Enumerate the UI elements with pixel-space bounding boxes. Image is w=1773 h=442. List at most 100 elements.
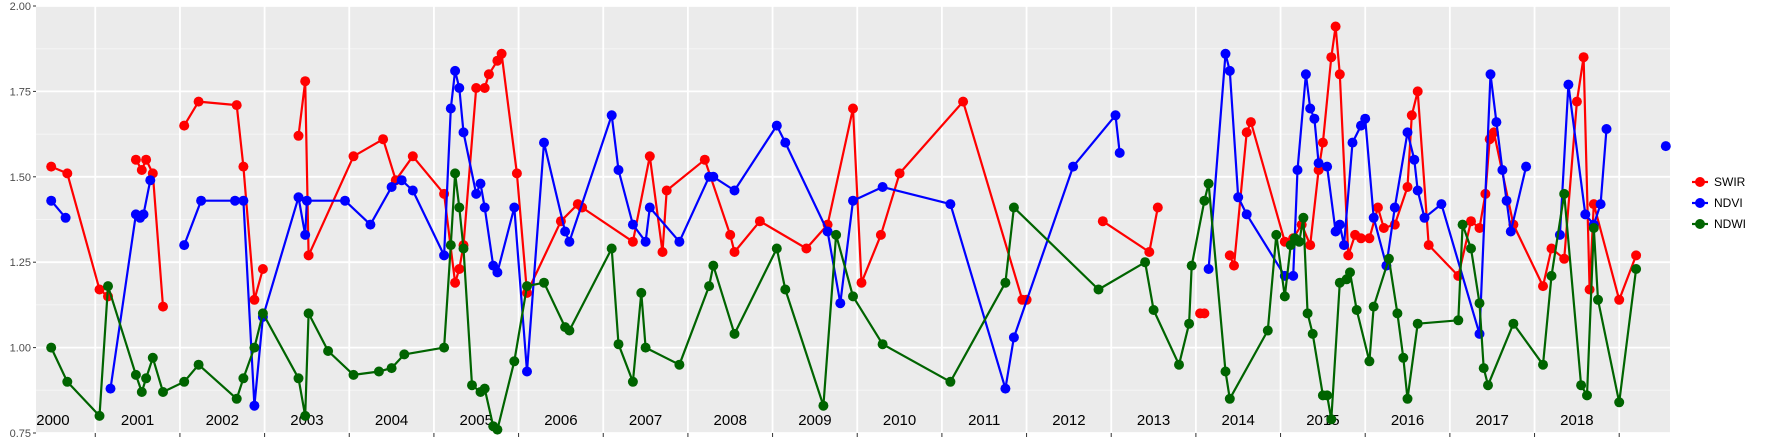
data-point-ndvi	[407, 185, 418, 196]
series-line-ndvi	[1558, 83, 1608, 235]
data-point-ndwi	[94, 410, 105, 421]
data-point-swir	[179, 120, 190, 131]
data-point-ndwi	[729, 328, 740, 339]
data-point-swir	[661, 185, 672, 196]
data-point-ndwi	[373, 366, 384, 377]
year-label: 2012	[1052, 412, 1085, 429]
data-point-ndwi	[1631, 264, 1642, 274]
data-point-ndvi	[522, 366, 532, 377]
data-point-ndwi	[1593, 294, 1603, 305]
data-point-ndvi	[1220, 48, 1231, 59]
data-point-ndwi	[509, 356, 520, 367]
data-point-ndvi	[1305, 103, 1316, 114]
data-point-swir	[1334, 69, 1345, 80]
data-point-ndwi	[1546, 270, 1557, 281]
data-point-ndvi	[640, 236, 651, 247]
data-point-ndvi	[196, 195, 207, 206]
data-point-ndwi	[1220, 366, 1231, 377]
data-point-swir	[1578, 52, 1589, 63]
data-point-ndwi	[293, 373, 304, 384]
data-point-ndwi	[945, 376, 956, 387]
data-point-ndwi	[1576, 380, 1587, 391]
data-point-ndwi	[1148, 305, 1159, 315]
data-point-ndvi	[471, 188, 482, 199]
year-label: 2014	[1222, 412, 1255, 429]
data-point-ndvi	[365, 219, 376, 230]
data-point-swir	[1199, 308, 1210, 319]
data-point-swir	[158, 301, 168, 312]
data-point-ndwi	[1474, 298, 1485, 309]
data-point-swir	[479, 83, 490, 93]
legend: SWIR NDVI NDWI	[1692, 175, 1746, 231]
data-point-ndvi	[179, 240, 190, 251]
year-label: 2000	[36, 412, 69, 429]
data-point-swir	[1466, 216, 1476, 227]
data-point-swir	[1584, 284, 1595, 295]
data-point-ndwi	[479, 383, 490, 394]
y-tick-label: 1.00	[10, 343, 31, 355]
data-point-swir	[348, 151, 359, 162]
data-point-ndwi	[1614, 397, 1625, 408]
data-point-ndwi	[1174, 359, 1184, 370]
data-point-swir	[1317, 137, 1328, 148]
data-point-ndvi	[249, 400, 260, 411]
data-point-ndwi	[238, 373, 249, 384]
data-point-ndvi	[1497, 165, 1508, 175]
data-point-ndwi	[613, 339, 624, 350]
data-point-swir	[729, 247, 740, 257]
data-point-ndwi	[386, 363, 397, 374]
data-point-ndvi	[1368, 212, 1379, 223]
data-point-ndvi	[674, 236, 685, 247]
data-point-ndvi	[1339, 240, 1349, 251]
data-point-ndvi	[509, 202, 520, 213]
data-point-ndwi	[539, 277, 549, 288]
data-point-ndwi	[1000, 277, 1011, 288]
data-point-swir	[856, 277, 867, 288]
data-point-ndwi	[439, 342, 450, 353]
y-tick-label: 2.00	[10, 1, 31, 13]
y-axis: 0.75 1.00 1.25 1.50 1.75 2.00	[10, 1, 36, 440]
data-point-swir	[1406, 110, 1417, 121]
data-point-ndvi	[238, 195, 249, 206]
data-point-ndvi	[105, 383, 116, 394]
data-point-ndwi	[1392, 308, 1403, 319]
year-label: 2017	[1476, 412, 1509, 429]
data-point-ndvi	[1521, 161, 1532, 172]
data-point-ndvi	[1412, 185, 1423, 196]
data-point-ndvi	[606, 110, 617, 121]
y-tick-label: 0.75	[10, 428, 31, 440]
data-point-swir	[378, 134, 389, 145]
data-point-swir	[1364, 233, 1375, 244]
data-point-ndvi	[301, 195, 312, 206]
data-point-swir	[511, 168, 522, 179]
data-point-ndvi	[1419, 212, 1430, 223]
data-point-ndvi	[60, 212, 71, 223]
data-point-ndwi	[1351, 305, 1362, 315]
data-point-swir	[193, 96, 204, 107]
data-point-ndvi	[230, 195, 240, 206]
year-label: 2005	[460, 412, 493, 429]
x-axis: 2000200120022003200420052006200720082009…	[36, 412, 1620, 437]
data-point-swir	[136, 165, 147, 175]
data-point-ndvi	[492, 267, 503, 278]
data-point-ndvi	[1409, 154, 1420, 165]
data-point-ndwi	[136, 387, 147, 397]
data-point-ndwi	[445, 240, 456, 251]
year-label: 2010	[883, 412, 916, 429]
data-point-ndvi	[1491, 117, 1502, 128]
data-point-ndwi	[1271, 229, 1282, 240]
y-tick-label: 1.75	[10, 86, 31, 98]
series-swir	[46, 21, 1642, 319]
data-point-ndwi	[46, 342, 57, 353]
data-point-ndvi	[1114, 147, 1125, 158]
data-point-swir	[257, 264, 268, 274]
data-point-ndvi	[1474, 328, 1485, 339]
year-label: 2006	[544, 412, 577, 429]
year-label: 2018	[1560, 412, 1593, 429]
data-point-ndwi	[1588, 223, 1599, 233]
data-point-swir	[1152, 202, 1163, 213]
data-point-ndwi	[179, 376, 190, 387]
data-point-swir	[303, 250, 314, 261]
year-label: 2016	[1391, 412, 1424, 429]
